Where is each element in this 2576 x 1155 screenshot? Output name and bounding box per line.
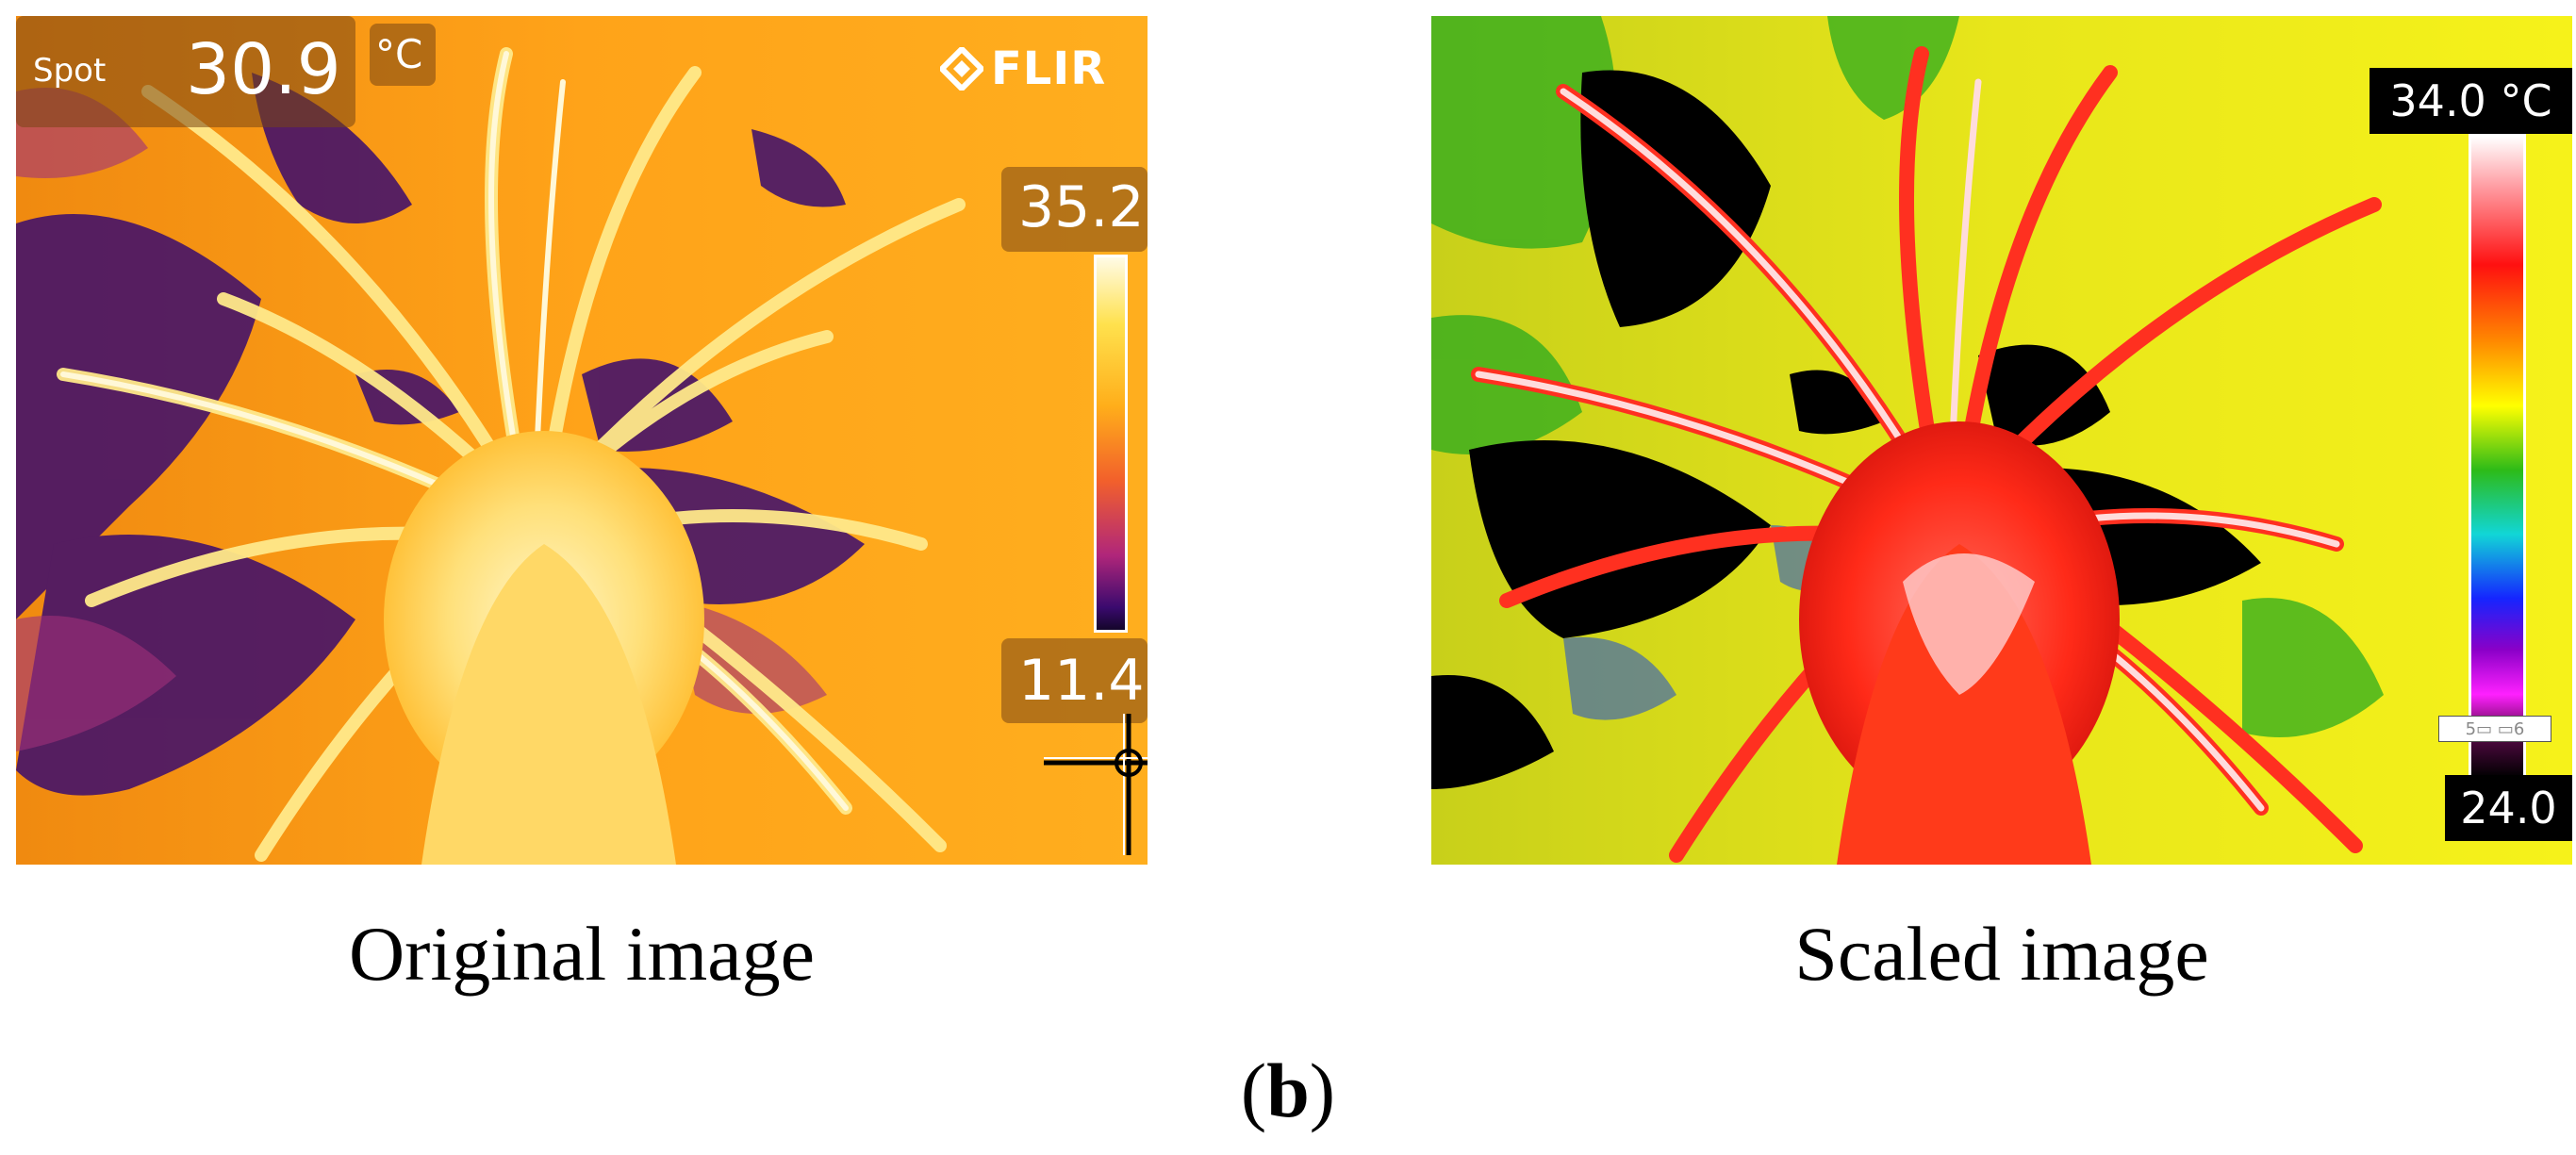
rainbow-color-scale <box>2469 134 2526 781</box>
original-thermal-image: Spot 30.9 °C FLIR 35.2 11.4 <box>16 16 1148 865</box>
crosshair-icon <box>1044 714 1148 855</box>
scale-min-label: 24.0 <box>2445 775 2572 841</box>
spot-unit: °C <box>375 31 423 77</box>
scale-max-label: 34.0 °C <box>2370 68 2572 134</box>
flir-diamond-icon <box>940 47 983 91</box>
spot-unit-badge: °C <box>370 24 436 86</box>
scale-max-value: 35.2 <box>1018 174 1145 240</box>
scaled-image-caption: Scaled image <box>1794 911 2209 997</box>
figure-label-letter: b <box>1266 1048 1310 1133</box>
ironbow-color-scale <box>1094 255 1128 633</box>
spot-label: Spot <box>33 52 107 90</box>
flir-logo: FLIR <box>940 42 1106 95</box>
flir-brand-text: FLIR <box>991 42 1107 95</box>
figure-label-close-paren: ) <box>1309 1048 1336 1133</box>
spot-readout: Spot 30.9 <box>16 16 355 127</box>
scaled-thermal-image: 34.0 °C 5▭ ▭6 24.0 <box>1431 16 2572 865</box>
original-image-caption: Original image <box>348 911 816 997</box>
scale-min-badge: 11.4 <box>1001 638 1148 723</box>
spot-temperature-value: 30.9 <box>186 29 341 110</box>
scaled-thermal-scene <box>1431 16 2572 865</box>
figure-label-open-paren: ( <box>1240 1048 1267 1133</box>
figure-label: (b) <box>1241 1047 1335 1135</box>
scale-max-badge: 35.2 <box>1001 167 1148 252</box>
scale-midpoint-tag: 5▭ ▭6 <box>2438 716 2551 742</box>
original-thermal-scene <box>16 16 1148 865</box>
scale-min-value: 11.4 <box>1018 648 1145 714</box>
